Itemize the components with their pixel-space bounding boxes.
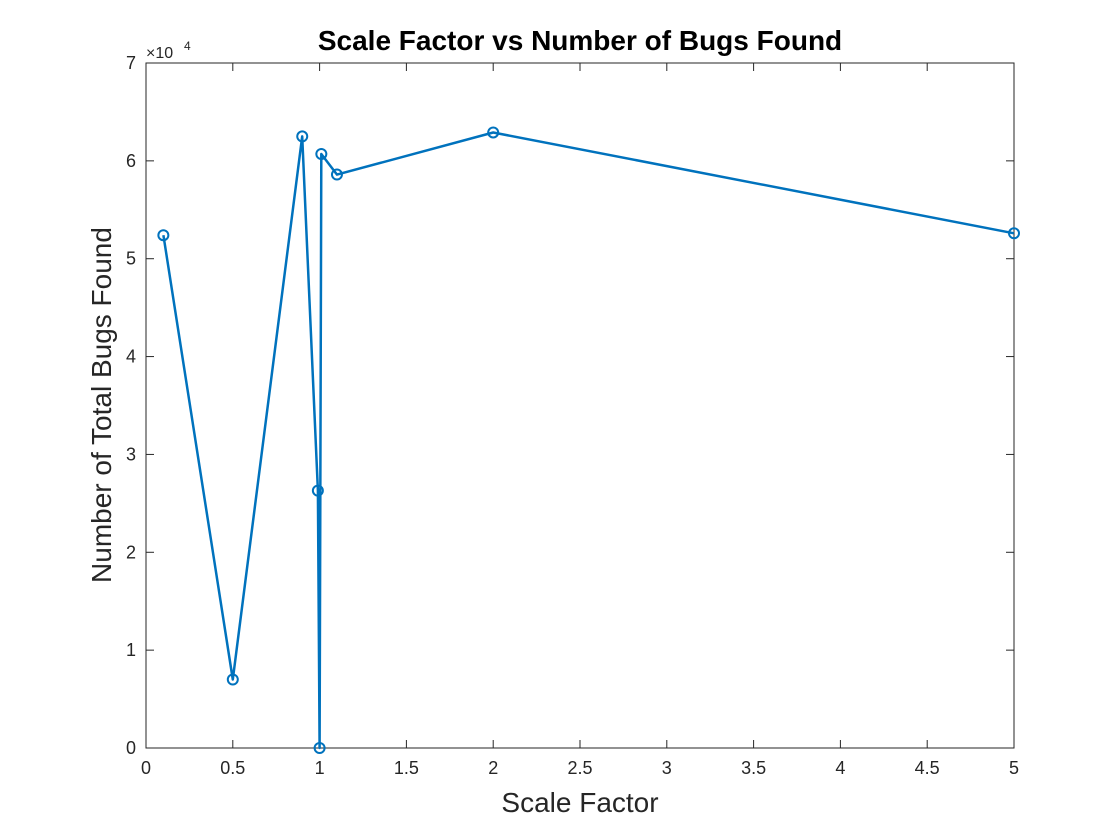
data-point (311, 484, 324, 497)
data-point (330, 168, 343, 181)
chart-title: Scale Factor vs Number of Bugs Found (318, 25, 842, 56)
y-tick-label: 6 (126, 151, 136, 171)
x-tick-label: 4 (835, 758, 845, 778)
data-point (1008, 227, 1020, 240)
x-axis: 0 0.5 1 1.5 2 2.5 3 3.5 4 4.5 5 (141, 63, 1019, 778)
data-point (157, 229, 170, 242)
y-axis-exponent-base: ×10 (146, 45, 173, 62)
data-point (315, 148, 328, 161)
x-tick-label: 2 (488, 758, 498, 778)
y-tick-label: 4 (126, 347, 136, 367)
x-tick-label: 0 (141, 758, 151, 778)
plot-area (145, 62, 1015, 749)
y-tick-label: 7 (126, 53, 136, 73)
x-tick-label: 1.5 (394, 758, 419, 778)
data-point (313, 742, 326, 754)
series-line (162, 131, 1015, 750)
x-tick-label: 5 (1009, 758, 1019, 778)
y-tick-label: 0 (126, 738, 136, 758)
y-axis-exponent: ×10 4 (146, 39, 191, 62)
y-tick-label: 5 (126, 249, 136, 269)
series (157, 126, 1020, 754)
x-axis-label: Scale Factor (501, 787, 658, 818)
y-axis-exponent-power: 4 (184, 39, 191, 53)
y-tick-label: 3 (126, 444, 136, 464)
y-axis: 0 1 2 3 4 5 6 7 (126, 53, 1014, 758)
data-point (487, 126, 500, 139)
x-tick-label: 0.5 (220, 758, 245, 778)
y-axis-label: Number of Total Bugs Found (86, 227, 117, 583)
x-tick-label: 2.5 (567, 758, 592, 778)
y-tick-label: 1 (126, 640, 136, 660)
x-tick-label: 3 (662, 758, 672, 778)
x-tick-label: 1 (315, 758, 325, 778)
y-tick-label: 2 (126, 542, 136, 562)
x-tick-label: 3.5 (741, 758, 766, 778)
data-point (296, 130, 309, 143)
x-tick-label: 4.5 (915, 758, 940, 778)
data-point (226, 673, 239, 686)
